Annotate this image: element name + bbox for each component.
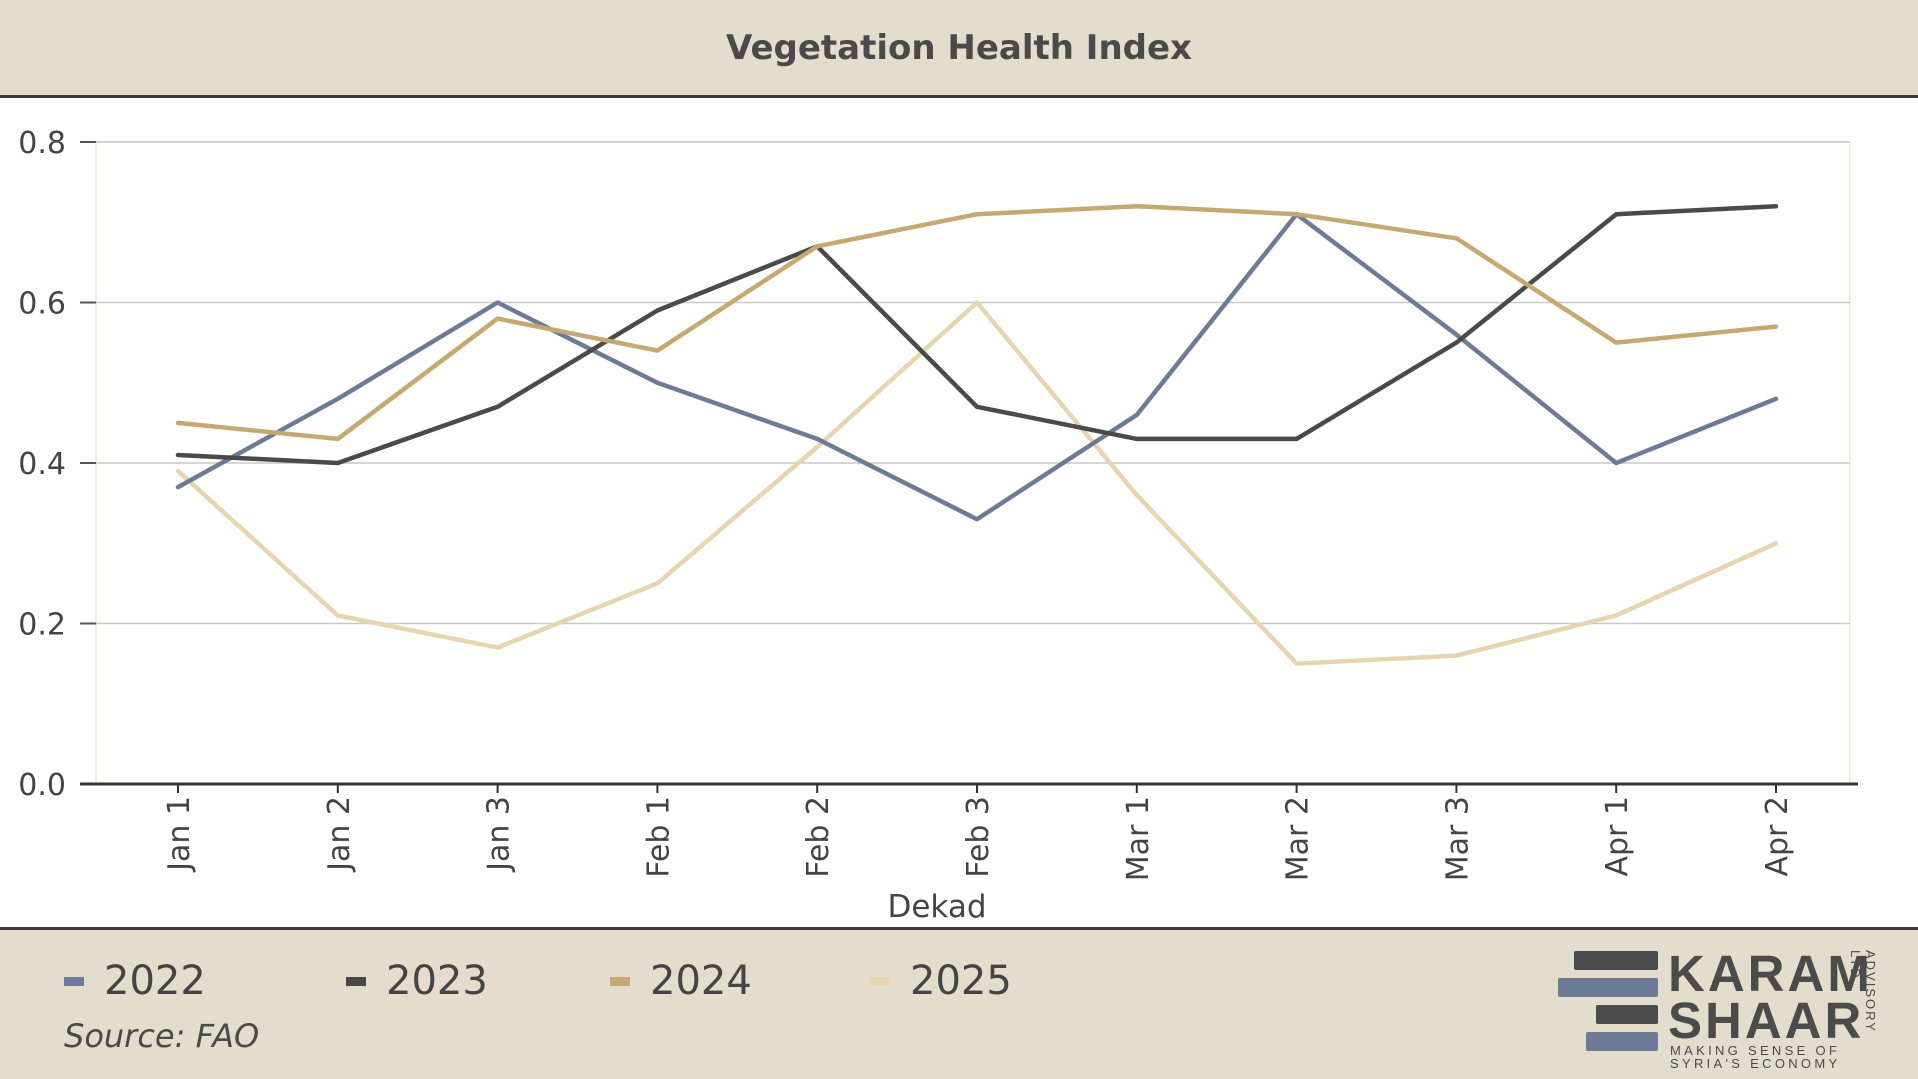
legend-swatch bbox=[610, 976, 630, 986]
x-tick-label: Apr 2 bbox=[1760, 796, 1795, 877]
x-tick-label: Mar 3 bbox=[1440, 796, 1475, 881]
legend-item-2024: 2024 bbox=[610, 958, 752, 1004]
x-tick-label: Mar 2 bbox=[1281, 796, 1316, 881]
series-line-2022 bbox=[175, 211, 1779, 522]
y-tick-label: 0.0 bbox=[18, 768, 66, 803]
legend-swatch bbox=[346, 976, 366, 986]
series-line-2024 bbox=[175, 203, 1779, 442]
x-tick-label: Jan 3 bbox=[482, 796, 517, 873]
x-tick-label: Jan 2 bbox=[322, 796, 357, 873]
chart-area: 0.0 0.2 0.4 0.6 0.8 Jan 1 Jan 2 Jan 3 Feb 1 Feb 2… bbox=[0, 98, 1918, 927]
line-chart: 0.0 0.2 0.4 0.6 0.8 Jan 1 Jan 2 Jan 3 Feb 1 Feb 2… bbox=[18, 126, 1858, 925]
chart-header: Vegetation Health Index bbox=[0, 0, 1918, 98]
legend-item-2023: 2023 bbox=[346, 958, 488, 1004]
x-tick-label: Feb 1 bbox=[641, 796, 676, 878]
x-tick-label: Jan 1 bbox=[162, 796, 197, 873]
source-note: Source: FAO bbox=[64, 1017, 260, 1055]
x-axis-title: Dekad bbox=[887, 889, 986, 925]
logo-bar-1 bbox=[1574, 951, 1658, 970]
y-tick-label: 0.6 bbox=[18, 287, 66, 322]
logo-word-karam: KARAM bbox=[1668, 945, 1873, 1002]
legend-item-2025: 2025 bbox=[870, 958, 1012, 1004]
logo-bar-2 bbox=[1558, 978, 1658, 997]
legend-swatch bbox=[870, 976, 890, 986]
series-line-2025 bbox=[175, 300, 1779, 666]
logo-bar-4 bbox=[1586, 1032, 1658, 1051]
legend-label: 2025 bbox=[910, 958, 1012, 1004]
legend-item-2022: 2022 bbox=[64, 958, 206, 1004]
chart-footer: 2022 2023 2024 2025 Source: FAO KARAM SHAAR… bbox=[0, 927, 1918, 1079]
chart-title: Vegetation Health Index bbox=[725, 27, 1192, 68]
x-tick-label: Feb 2 bbox=[801, 796, 836, 878]
y-tick-label: 0.2 bbox=[18, 608, 66, 643]
logo-advisory: ADVISORY LTD. bbox=[1848, 950, 1878, 1033]
logo-word-shaar: SHAAR bbox=[1668, 992, 1865, 1049]
company-logo: KARAM SHAAR MAKING SENSE OF SYRIA'S ECON… bbox=[1558, 945, 1898, 1071]
logo-tagline-2: SYRIA'S ECONOMY bbox=[1670, 1056, 1841, 1071]
x-tick-label: Mar 1 bbox=[1121, 796, 1156, 881]
series-line-2023 bbox=[175, 203, 1779, 466]
legend-label: 2024 bbox=[650, 958, 752, 1004]
x-tick-label: Feb 3 bbox=[961, 796, 996, 878]
legend-label: 2022 bbox=[104, 958, 206, 1004]
legend-label: 2023 bbox=[386, 958, 488, 1004]
logo-bar-3 bbox=[1596, 1005, 1658, 1024]
x-tick-label: Apr 1 bbox=[1600, 796, 1635, 877]
logo-tagline-1: MAKING SENSE OF bbox=[1670, 1043, 1841, 1058]
legend-swatch bbox=[64, 976, 84, 986]
y-tick-label: 0.4 bbox=[18, 447, 66, 482]
y-tick-label: 0.8 bbox=[18, 126, 66, 161]
